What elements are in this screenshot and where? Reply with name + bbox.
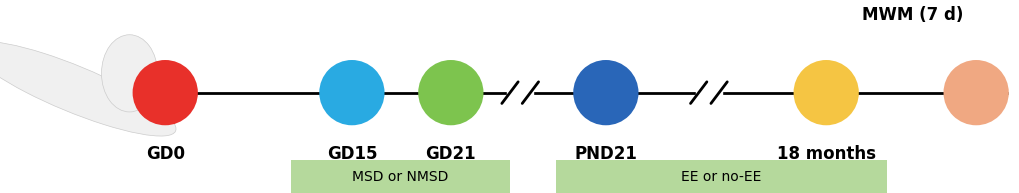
Text: MWM (7 d): MWM (7 d) <box>861 6 963 24</box>
Ellipse shape <box>132 60 198 125</box>
Text: 18 months: 18 months <box>775 145 875 163</box>
Ellipse shape <box>102 35 157 112</box>
Text: EE or no-EE: EE or no-EE <box>681 170 761 184</box>
Text: PND21: PND21 <box>574 145 637 163</box>
Ellipse shape <box>573 60 638 125</box>
Text: MSD or NMSD: MSD or NMSD <box>352 170 448 184</box>
Text: GD15: GD15 <box>326 145 377 163</box>
Text: GD21: GD21 <box>425 145 476 163</box>
Ellipse shape <box>943 60 1008 125</box>
Ellipse shape <box>418 60 483 125</box>
FancyBboxPatch shape <box>555 160 887 193</box>
Text: GD0: GD0 <box>146 145 184 163</box>
FancyBboxPatch shape <box>290 160 510 193</box>
Ellipse shape <box>319 60 384 125</box>
Ellipse shape <box>793 60 858 125</box>
Ellipse shape <box>0 41 176 136</box>
